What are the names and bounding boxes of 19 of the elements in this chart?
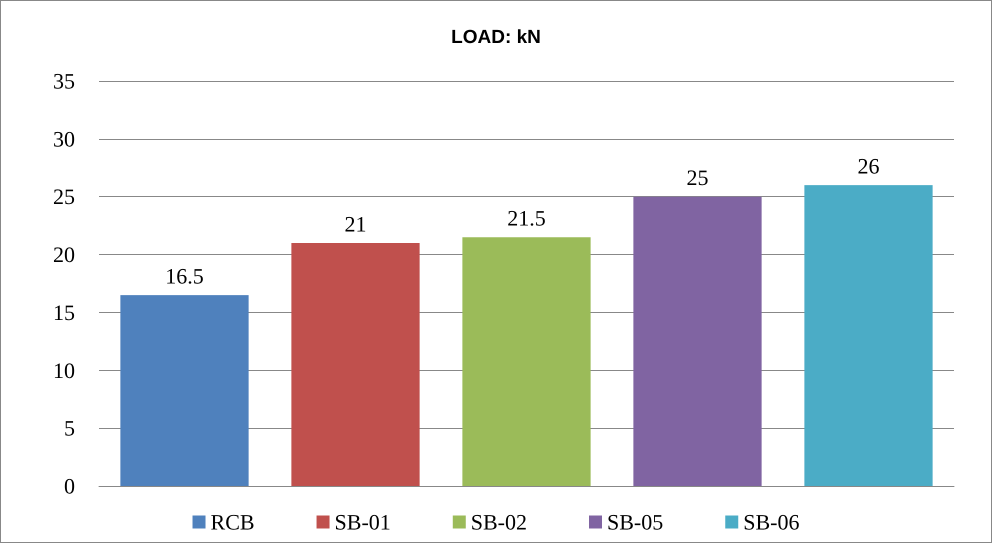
y-tick-label: 35 — [53, 68, 75, 94]
y-tick-label: 30 — [53, 126, 75, 152]
data-label: 21.5 — [507, 206, 546, 231]
y-tick-label: 15 — [53, 300, 75, 325]
legend-label: SB-06 — [743, 510, 800, 534]
chart-title: LOAD: kN — [451, 27, 541, 48]
data-label: 21 — [344, 212, 366, 236]
legend-label: SB-01 — [334, 510, 391, 534]
y-tick-label: 10 — [53, 358, 75, 383]
legend-label: RCB — [210, 510, 255, 534]
legend-label: SB-05 — [607, 510, 664, 534]
data-label: 26 — [858, 154, 880, 179]
data-label: 16.5 — [165, 264, 204, 289]
legend-label: SB-02 — [470, 510, 528, 534]
y-tick-label: 5 — [64, 416, 75, 441]
y-tick-label: 0 — [64, 474, 75, 498]
y-tick-label: 25 — [53, 184, 75, 210]
data-label: 25 — [686, 165, 708, 190]
y-tick-label: 20 — [53, 242, 75, 268]
